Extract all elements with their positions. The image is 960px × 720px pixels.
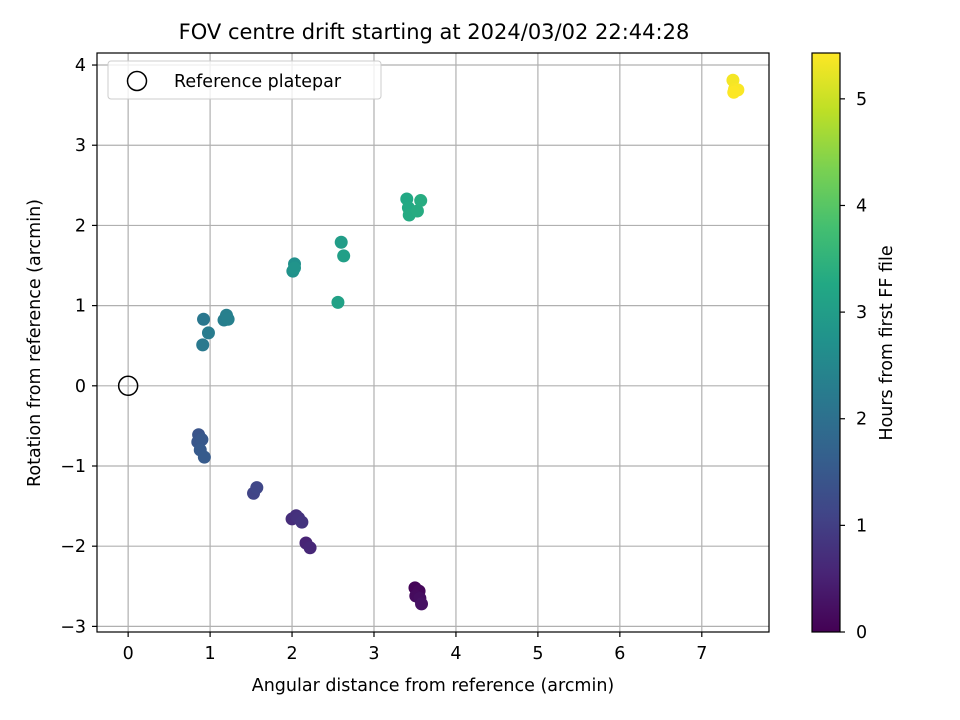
x-tick-label: 5 (532, 644, 543, 664)
y-tick-label: 0 (75, 377, 86, 397)
legend-box (107, 60, 382, 100)
data-point (221, 312, 235, 326)
reference-marker-layer (117, 375, 139, 397)
x-tick-label: 2 (286, 644, 297, 664)
data-point (201, 326, 215, 340)
data-point (727, 85, 741, 99)
data-point (250, 481, 264, 495)
colorbar-tick-label: 0 (856, 623, 867, 643)
colorbar-gradient (811, 52, 841, 633)
data-points (191, 73, 745, 611)
colorbar: 0 1 2 3 4 5 Hours from first FF file (811, 52, 897, 643)
colorbar-label: Hours from first FF file (877, 245, 897, 440)
data-point (337, 249, 351, 263)
data-point (197, 450, 211, 464)
colorbar-tick-label: 5 (856, 90, 867, 110)
y-axis-label: Rotation from reference (arcmin) (25, 199, 45, 487)
data-point (195, 433, 209, 447)
y-tick-label: 3 (75, 136, 86, 156)
colorbar-ticks: 0 1 2 3 4 5 (840, 90, 867, 643)
y-tick-label: −3 (60, 617, 86, 637)
y-tick-label: 4 (75, 56, 86, 76)
x-tick-label: 1 (205, 644, 216, 664)
data-point (410, 204, 424, 218)
y-tick-label: 2 (75, 216, 86, 236)
colorbar-tick-label: 2 (856, 410, 867, 430)
legend-label: Reference platepar (174, 72, 342, 92)
data-point (295, 515, 309, 529)
data-point (334, 235, 348, 249)
x-tick-label: 0 (123, 644, 134, 664)
chart-title: FOV centre drift starting at 2024/03/02 … (179, 20, 690, 44)
x-tick-label: 6 (614, 644, 625, 664)
legend-reference-marker (126, 70, 148, 92)
x-tick-label: 3 (368, 644, 379, 664)
y-axis: −3 −2 −1 0 1 2 3 4 (60, 56, 97, 637)
x-axis: 0 1 2 3 4 5 6 7 (123, 632, 707, 664)
data-point (288, 261, 302, 275)
data-point (196, 338, 210, 352)
x-tick-label: 7 (696, 644, 707, 664)
y-tick-label: −2 (60, 537, 86, 557)
data-point (415, 597, 429, 611)
x-axis-label: Angular distance from reference (arcmin) (252, 676, 615, 696)
colorbar-tick-label: 1 (856, 516, 867, 536)
data-point (414, 194, 428, 208)
plot-frame (96, 52, 770, 633)
y-tick-label: −1 (60, 457, 86, 477)
reference-platepar-marker (117, 375, 139, 397)
grid-lines (97, 53, 769, 632)
colorbar-tick-label: 3 (856, 303, 867, 323)
data-point (331, 295, 345, 309)
y-tick-label: 1 (75, 297, 86, 317)
x-tick-label: 4 (450, 644, 461, 664)
data-point (303, 541, 317, 555)
colorbar-tick-label: 4 (856, 196, 867, 216)
legend: Reference platepar (107, 60, 382, 100)
data-point (197, 312, 211, 326)
